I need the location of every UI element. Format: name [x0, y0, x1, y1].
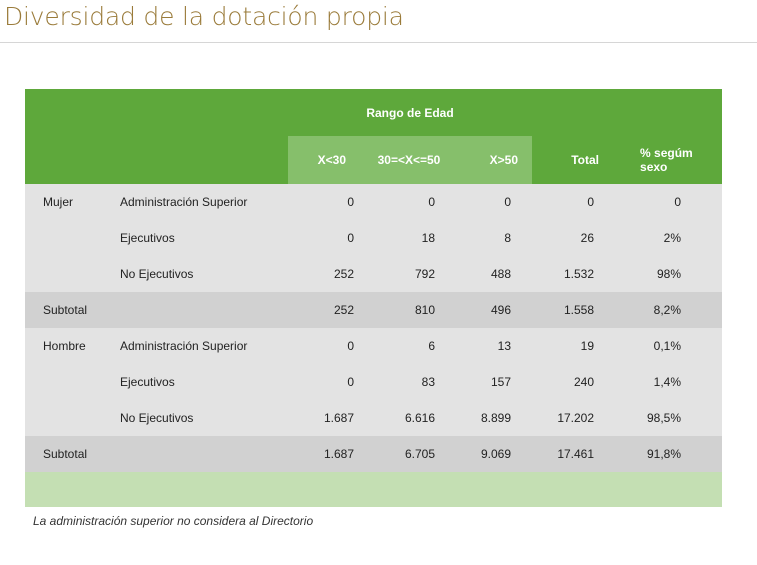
cell-age-30-50: 6.616: [360, 400, 450, 436]
row-category-label: [120, 292, 288, 328]
table-row: No Ejecutivos 1.687 6.616 8.899 17.202 9…: [25, 400, 723, 436]
cell-age-over-50: 157: [450, 364, 533, 400]
subtotal-row: Subtotal 252 810 496 1.558 8,2%: [25, 292, 723, 328]
cell-pct: 1,4%: [612, 364, 723, 400]
col-header-age-under-30: X<30: [288, 136, 360, 184]
table-footer-band: [25, 472, 723, 507]
cell-total: 26: [532, 220, 613, 256]
age-range-header: Rango de Edad: [288, 89, 533, 136]
row-category-label: [120, 436, 288, 472]
table-row: Ejecutivos 0 83 157 240 1,4%: [25, 364, 723, 400]
cell-age-under-30: 0: [288, 328, 360, 364]
subtotal-row: Subtotal 1.687 6.705 9.069 17.461 91,8%: [25, 436, 723, 472]
col-header-age-over-50: X>50: [450, 136, 533, 184]
header-blank: [25, 89, 288, 136]
cell-age-30-50: 6: [360, 328, 450, 364]
title-divider: [0, 42, 757, 43]
cell-total: 17.461: [532, 436, 613, 472]
table-body: Mujer Administración Superior 0 0 0 0 0 …: [25, 184, 723, 507]
row-group-label: Subtotal: [25, 292, 120, 328]
cell-total: 1.532: [532, 256, 613, 292]
cell-pct: 0,1%: [612, 328, 723, 364]
cell-age-under-30: 0: [288, 220, 360, 256]
row-group-label: Mujer: [25, 184, 120, 220]
cell-age-under-30: 0: [288, 184, 360, 220]
row-category-label: Administración Superior: [120, 328, 288, 364]
cell-total: 19: [532, 328, 613, 364]
row-group-label: [25, 256, 120, 292]
cell-pct: 91,8%: [612, 436, 723, 472]
cell-total: 0: [532, 184, 613, 220]
cell-total: 1.558: [532, 292, 613, 328]
col-header-pct-by-sex: % segúm sexo: [612, 136, 723, 184]
footer-band-cell: [25, 472, 723, 507]
table-header: Rango de Edad X<30 30=<X<=50 X>50 Total …: [25, 89, 723, 184]
cell-age-over-50: 488: [450, 256, 533, 292]
row-group-label: [25, 220, 120, 256]
table-row: Mujer Administración Superior 0 0 0 0 0: [25, 184, 723, 220]
row-group-label: Subtotal: [25, 436, 120, 472]
header-blank-2: [25, 136, 288, 184]
row-group-label: Hombre: [25, 328, 120, 364]
cell-age-under-30: 1.687: [288, 436, 360, 472]
row-category-label: Ejecutivos: [120, 220, 288, 256]
page-title: Diversidad de la dotación propia: [4, 2, 404, 31]
cell-pct: 98%: [612, 256, 723, 292]
cell-age-30-50: 792: [360, 256, 450, 292]
cell-age-30-50: 0: [360, 184, 450, 220]
row-group-label: [25, 400, 120, 436]
cell-age-under-30: 252: [288, 292, 360, 328]
cell-age-30-50: 83: [360, 364, 450, 400]
cell-age-30-50: 6.705: [360, 436, 450, 472]
col-header-total: Total: [532, 136, 613, 184]
row-category-label: Ejecutivos: [120, 364, 288, 400]
table-row: No Ejecutivos 252 792 488 1.532 98%: [25, 256, 723, 292]
cell-pct: 0: [612, 184, 723, 220]
cell-age-30-50: 810: [360, 292, 450, 328]
row-group-label: [25, 364, 120, 400]
cell-age-over-50: 13: [450, 328, 533, 364]
cell-age-over-50: 496: [450, 292, 533, 328]
cell-age-under-30: 1.687: [288, 400, 360, 436]
row-category-label: No Ejecutivos: [120, 256, 288, 292]
diversity-table-container: Rango de Edad X<30 30=<X<=50 X>50 Total …: [25, 89, 723, 507]
cell-age-30-50: 18: [360, 220, 450, 256]
cell-age-under-30: 0: [288, 364, 360, 400]
row-category-label: No Ejecutivos: [120, 400, 288, 436]
cell-age-over-50: 0: [450, 184, 533, 220]
header-blank-right: [532, 89, 723, 136]
cell-total: 240: [532, 364, 613, 400]
cell-age-over-50: 8: [450, 220, 533, 256]
table-footnote: La administración superior no considera …: [33, 514, 314, 528]
diversity-table: Rango de Edad X<30 30=<X<=50 X>50 Total …: [25, 89, 723, 507]
cell-pct: 98,5%: [612, 400, 723, 436]
col-header-age-30-50: 30=<X<=50: [360, 136, 450, 184]
table-row: Ejecutivos 0 18 8 26 2%: [25, 220, 723, 256]
table-row: Hombre Administración Superior 0 6 13 19…: [25, 328, 723, 364]
cell-age-over-50: 9.069: [450, 436, 533, 472]
row-category-label: Administración Superior: [120, 184, 288, 220]
cell-pct: 8,2%: [612, 292, 723, 328]
cell-pct: 2%: [612, 220, 723, 256]
cell-age-under-30: 252: [288, 256, 360, 292]
cell-total: 17.202: [532, 400, 613, 436]
cell-age-over-50: 8.899: [450, 400, 533, 436]
